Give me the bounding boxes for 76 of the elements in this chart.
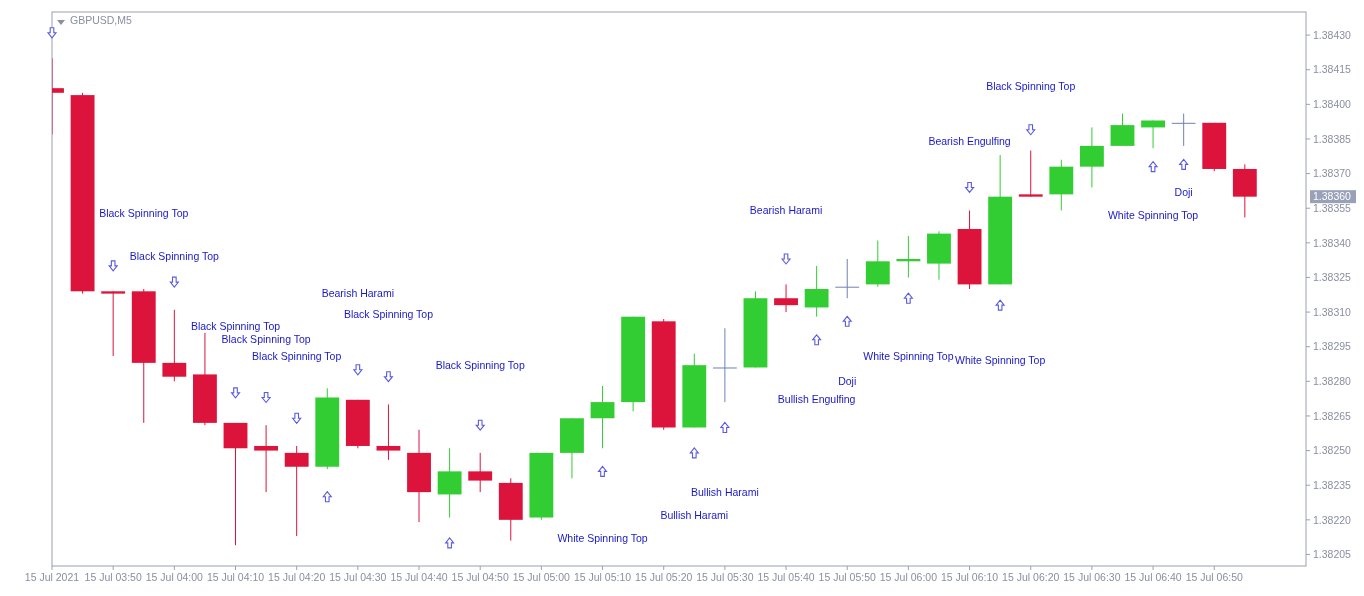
candlestick xyxy=(376,403,401,461)
x-tick-label: 15 Jul 05:40 xyxy=(757,571,815,583)
annotation: Black Spinning Top xyxy=(129,250,220,263)
annotation: White Spinning Top xyxy=(955,354,1046,367)
x-tick-label: 15 Jul 2021 xyxy=(24,571,80,583)
y-tick-label: 1.38295 xyxy=(1313,340,1352,353)
annotation: Doji xyxy=(838,375,857,388)
text: 1.38360 xyxy=(1313,190,1352,203)
x-tick-label: 15 Jul 06:40 xyxy=(1124,571,1182,583)
x-tick-label: 15 Jul 05:30 xyxy=(696,571,754,583)
annotation: Black Spinning Top xyxy=(221,333,311,346)
candlestick xyxy=(162,309,187,382)
candlestick xyxy=(804,265,829,318)
annotation: Bullish Engulfing xyxy=(777,393,856,406)
candlestick xyxy=(284,445,309,537)
annotation: Bearish Harami xyxy=(749,204,823,217)
y-tick-label: 1.38310 xyxy=(1313,305,1352,318)
candlestick xyxy=(1110,113,1135,147)
candlestick xyxy=(1171,113,1196,147)
y-tick-label: 1.38280 xyxy=(1313,375,1352,388)
annotation: White Spinning Top xyxy=(557,531,648,544)
candlestick xyxy=(774,283,798,313)
x-tick-label: 15 Jul 06:50 xyxy=(1185,571,1244,583)
candlestick xyxy=(835,258,860,299)
candlestick xyxy=(437,447,462,519)
x-tick-label: 15 Jul 05:10 xyxy=(573,571,632,583)
annotation: Bullish Harami xyxy=(691,485,759,498)
candlestick xyxy=(590,385,615,449)
y-tick-label: 1.38400 xyxy=(1313,98,1352,111)
annotation: Bearish Harami xyxy=(321,287,395,300)
candlestick xyxy=(254,424,279,493)
x-tick-label: 15 Jul 04:10 xyxy=(206,571,265,583)
x-tick-label: 15 Jul 04:50 xyxy=(451,571,509,583)
y-tick-label: 1.38220 xyxy=(1313,513,1352,526)
x-tick-label: 15 Jul 03:50 xyxy=(84,571,142,583)
y-tick-label: 1.38355 xyxy=(1313,201,1352,214)
x-tick-label: 15 Jul 05:50 xyxy=(818,571,876,583)
candlestick xyxy=(712,327,737,403)
x-tick-label: 15 Jul 05:00 xyxy=(512,571,571,583)
annotation: Black Spinning Top xyxy=(343,308,434,321)
x-tick-label: 15 Jul 04:40 xyxy=(390,571,448,583)
x-tick-label: 15 Jul 06:30 xyxy=(1063,571,1121,583)
y-tick-label: 1.38385 xyxy=(1313,132,1352,145)
annotation: Bearish Engulfing xyxy=(928,134,1011,147)
candlestick xyxy=(468,452,493,493)
annotation: Black Spinning Top xyxy=(435,358,525,371)
annotation: Doji xyxy=(1174,185,1193,198)
candlestick xyxy=(101,290,126,357)
x-tick-label: 15 Jul 06:20 xyxy=(1002,571,1060,583)
x-tick-label: 15 Jul 05:20 xyxy=(635,571,693,583)
y-tick-label: 1.38325 xyxy=(1313,271,1352,284)
y-tick-label: 1.38250 xyxy=(1313,444,1352,457)
annotation: Black Spinning Top xyxy=(252,349,342,362)
y-tick-label: 1.38370 xyxy=(1313,167,1352,180)
candlestick xyxy=(865,240,890,288)
candlestick xyxy=(1141,119,1165,149)
candlestick xyxy=(1018,150,1043,198)
y-tick-label: 1.38415 xyxy=(1313,63,1352,76)
candlestick xyxy=(1079,126,1104,188)
chart-title: GBPUSD,M5 xyxy=(70,14,133,26)
annotation: Black Spinning Top xyxy=(986,79,1076,92)
annotation: Bullish Harami xyxy=(660,508,729,521)
y-tick-label: 1.38235 xyxy=(1313,478,1352,491)
annotation: Black Spinning Top xyxy=(99,206,189,219)
x-tick-label: 15 Jul 06:10 xyxy=(940,571,999,583)
x-tick-label: 15 Jul 04:20 xyxy=(268,571,326,583)
x-tick-label: 15 Jul 06:00 xyxy=(879,571,938,583)
y-tick-label: 1.38265 xyxy=(1313,409,1352,422)
x-tick-label: 15 Jul 04:00 xyxy=(145,571,204,583)
y-tick-label: 1.38205 xyxy=(1313,548,1352,561)
annotation: White Spinning Top xyxy=(863,349,954,362)
annotation: Black Spinning Top xyxy=(190,319,281,332)
annotation: White Spinning Top xyxy=(1107,208,1199,221)
x-tick-label: 15 Jul 04:30 xyxy=(329,571,387,583)
y-tick-label: 1.38430 xyxy=(1313,28,1352,41)
y-tick-label: 1.38340 xyxy=(1313,236,1352,249)
